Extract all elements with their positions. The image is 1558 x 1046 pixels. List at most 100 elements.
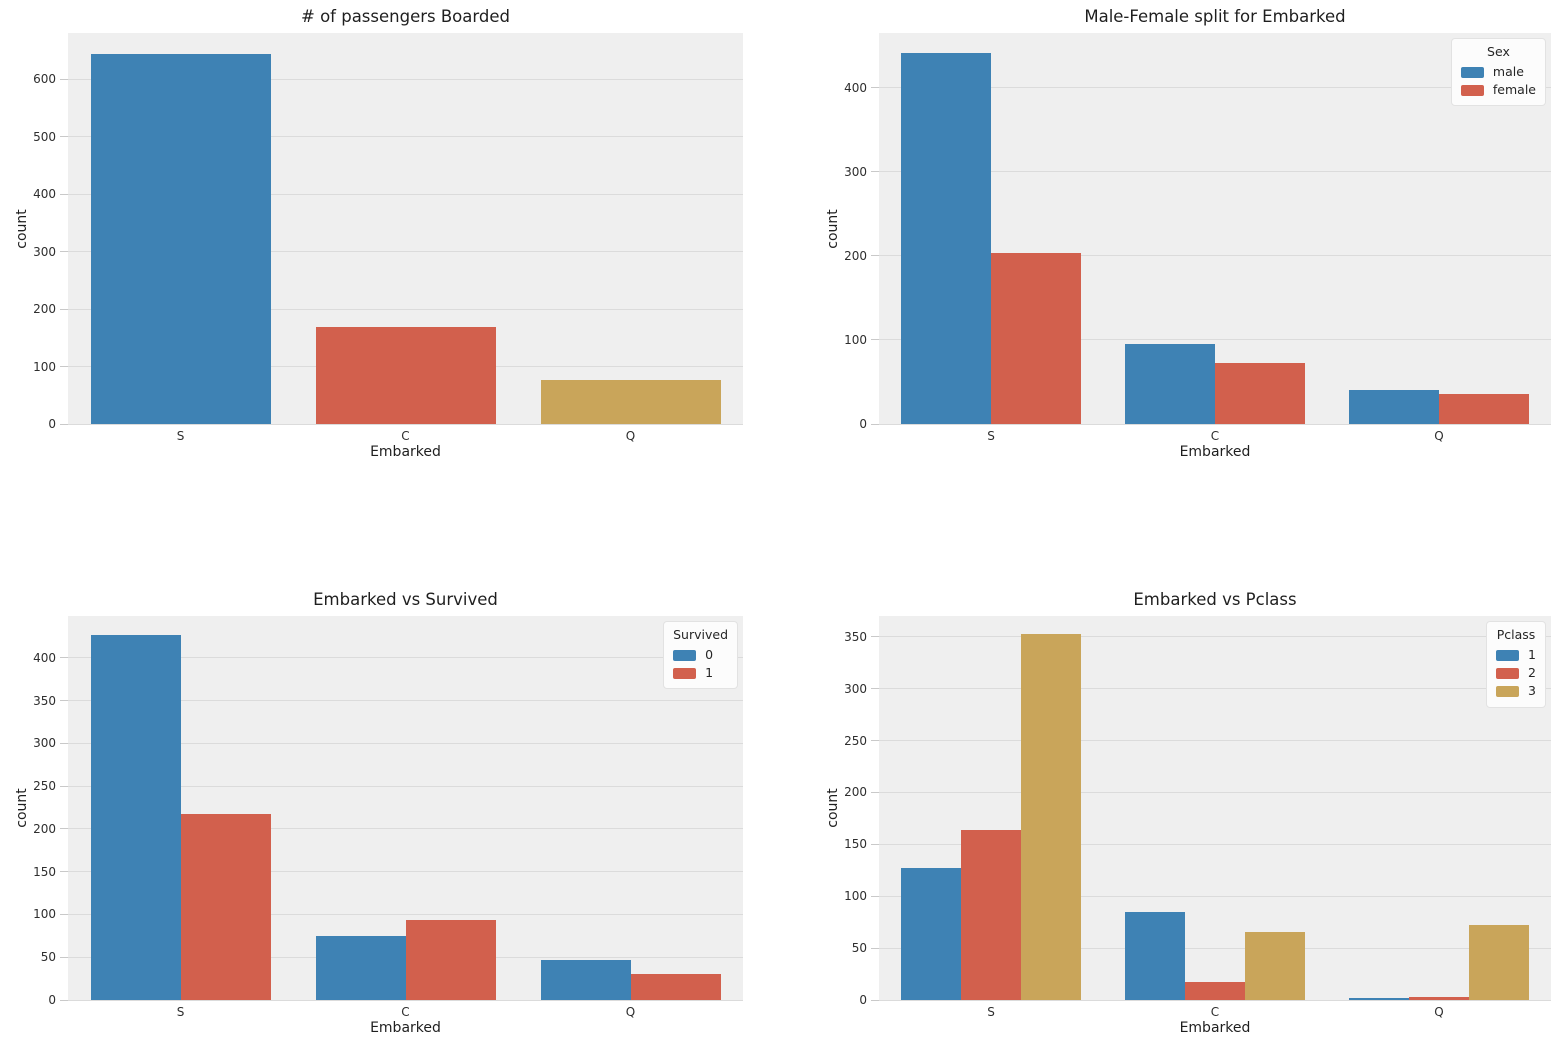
y-tick-mark [60,913,68,915]
gridline [879,843,1551,845]
bar [90,53,271,424]
bar [1185,982,1245,1000]
y-tick-mark [871,895,879,897]
x-tick-label: C [1210,429,1220,443]
y-tick-label: 50 [40,950,56,965]
y-tick-mark [871,999,879,1001]
y-tick-mark [871,688,879,690]
y-tick-mark [60,999,68,1001]
chart-title: Embarked vs Pclass [1133,590,1297,609]
y-tick-label: 300 [844,164,867,179]
y-tick-mark [60,828,68,830]
y-tick-label: 250 [33,779,56,794]
y-tick-mark [60,423,68,425]
gridline [68,871,743,873]
y-tick-mark [871,636,879,638]
legend-swatch [1460,84,1484,96]
y-tick-label: 100 [844,332,867,347]
y-axis-label: count [825,788,841,828]
y-tick-label: 100 [844,889,867,904]
chart-male-female-split: 0 100 200 300 400 S C Q Male-Female split for Em… [825,7,1551,460]
chart-passengers-boarded: 0 100 200 300 400 500 600 S C Q # of passengers Bo… [14,7,743,460]
y-axis-label: count [14,208,30,249]
y-tick-mark [60,871,68,873]
y-tick-label: 0 [859,417,867,431]
y-tick-label: 150 [844,837,867,852]
x-tick-label: Q [1434,1005,1444,1019]
bar [1244,931,1305,1000]
plot-area [879,33,1551,425]
y-tick-label: 100 [33,907,56,922]
bar [1125,911,1186,1000]
x-tick-label: Q [1434,429,1444,443]
y-tick-mark [60,78,68,80]
chart-embarked-vs-pclass: 0 50 100 150 200 250 300 350 S C Q Embarked vs Pcla… [825,590,1551,1036]
legend-swatch [673,649,697,661]
bar [315,327,496,424]
y-tick-label: 200 [33,821,56,836]
y-tick-mark [60,193,68,195]
legend: Pclass 1 2 3 [1486,621,1546,708]
y-tick-mark [871,843,879,845]
y-tick-mark [871,171,879,173]
y-tick-mark [871,87,879,89]
gridline [68,78,743,80]
legend-item: 1 [673,664,728,682]
x-axis-label: Embarked [1179,444,1251,460]
legend-item: 3 [1496,682,1536,700]
y-tick-mark [60,785,68,787]
legend-label: 1 [1528,647,1536,663]
gridline [68,913,743,915]
legend-item: 2 [1496,664,1536,682]
chart-title: Embarked vs Survived [313,590,498,609]
bar [991,253,1081,424]
x-tick-label: C [401,429,410,443]
y-tick-label: 0 [48,993,56,1007]
bar [1409,996,1469,1000]
y-tick-label: 250 [844,733,867,748]
y-tick-mark [871,947,879,949]
y-tick-label: 100 [33,359,56,374]
y-tick-mark [60,366,68,367]
y-axis-label: count [14,788,30,828]
chart-title: # of passengers Boarded [301,7,510,26]
x-tick-label: C [1210,1005,1220,1019]
bar [1125,344,1215,424]
gridline [68,193,743,195]
gridline [68,423,743,425]
bar [961,829,1021,1000]
bar [1468,925,1529,1000]
y-tick-mark [60,657,68,659]
gridline [68,657,743,659]
y-tick-label: 200 [844,785,867,800]
gridline [879,255,1551,257]
y-tick-mark [60,308,68,310]
y-tick-label: 400 [33,650,56,665]
legend: Survived 0 1 [663,621,738,690]
bar [630,974,721,1000]
x-tick-label: Q [625,1005,636,1019]
gridline [879,740,1551,742]
y-axis-label: count [825,208,841,249]
y-tick-label: 350 [844,629,867,644]
x-axis-label: Embarked [370,1020,441,1036]
legend-label: 2 [1528,665,1536,681]
gridline [68,136,743,137]
legend-item: 1 [1496,646,1536,664]
x-tick-label: C [401,1005,410,1019]
legend-swatch [1496,667,1520,679]
bar [1020,633,1081,1000]
x-tick-label: S [987,1005,995,1019]
y-tick-mark [871,423,879,425]
gridline [879,791,1551,793]
legend-item: 0 [673,646,728,664]
legend-swatch [1496,649,1520,661]
y-tick-mark [871,339,879,341]
x-tick-label: Q [625,429,636,443]
y-tick-label: 0 [859,993,867,1007]
legend-label: female [1492,82,1536,98]
bar [540,959,631,1000]
bar [1215,362,1305,424]
bar [901,868,962,1000]
